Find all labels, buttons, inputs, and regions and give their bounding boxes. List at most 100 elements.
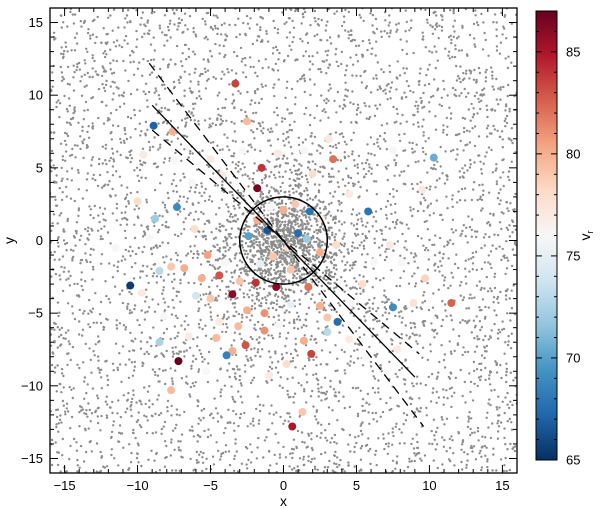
background-point — [270, 171, 273, 174]
background-point — [145, 288, 148, 291]
background-point — [96, 407, 100, 410]
background-point — [230, 190, 233, 194]
background-point — [426, 268, 430, 271]
background-point — [507, 406, 511, 410]
background-point — [201, 327, 204, 331]
background-point — [136, 452, 139, 456]
background-point — [351, 63, 355, 66]
background-point — [352, 361, 356, 364]
background-point — [467, 417, 471, 420]
background-point — [405, 223, 408, 226]
background-point — [407, 84, 410, 88]
background-point — [294, 9, 297, 13]
background-point — [104, 360, 107, 363]
background-point — [166, 25, 170, 29]
background-point — [279, 270, 282, 273]
background-point — [395, 222, 398, 226]
background-point — [488, 398, 491, 401]
background-point — [176, 28, 179, 31]
background-point — [167, 305, 170, 308]
background-point — [201, 456, 204, 459]
background-point — [259, 26, 262, 29]
background-point — [232, 469, 236, 472]
background-point — [364, 234, 367, 238]
background-point — [244, 75, 248, 79]
background-point — [226, 218, 229, 222]
background-point — [266, 381, 269, 384]
background-point — [177, 446, 180, 449]
background-point — [157, 394, 160, 397]
background-point — [240, 384, 243, 387]
background-point — [492, 296, 496, 299]
background-point — [482, 338, 485, 342]
background-point — [426, 171, 429, 174]
background-point — [140, 130, 143, 133]
background-point — [217, 294, 220, 298]
background-point — [86, 172, 90, 175]
background-point — [435, 199, 438, 202]
background-point — [161, 292, 164, 295]
background-point — [495, 45, 499, 48]
background-point — [132, 393, 135, 397]
background-point — [269, 144, 272, 147]
background-point — [251, 254, 254, 257]
background-point — [316, 51, 319, 54]
background-point — [324, 451, 327, 454]
background-point — [510, 127, 513, 130]
background-point — [221, 119, 224, 123]
background-point — [317, 238, 320, 241]
background-point — [204, 70, 207, 74]
background-point — [139, 276, 142, 279]
background-point — [166, 133, 169, 136]
background-point — [223, 133, 226, 136]
background-point — [506, 94, 509, 98]
background-point — [216, 285, 219, 288]
background-point — [122, 446, 125, 449]
background-point — [422, 209, 425, 213]
background-point — [352, 102, 355, 106]
background-point — [270, 404, 273, 407]
background-point — [60, 265, 63, 269]
background-point — [242, 194, 245, 198]
background-point — [290, 468, 294, 471]
background-point — [434, 448, 437, 451]
background-point — [477, 97, 480, 101]
background-point — [363, 239, 366, 242]
background-point — [117, 399, 120, 402]
background-point — [305, 373, 308, 376]
background-point — [100, 41, 103, 44]
background-point — [409, 206, 412, 209]
background-point — [292, 438, 296, 441]
background-point — [322, 308, 325, 312]
background-point — [473, 37, 476, 40]
background-point — [461, 468, 464, 471]
background-point — [218, 52, 221, 55]
background-point — [252, 246, 256, 249]
background-point — [396, 60, 399, 63]
background-point — [454, 229, 458, 232]
background-point — [242, 71, 245, 74]
background-point — [221, 148, 224, 151]
background-point — [105, 53, 108, 56]
background-point — [252, 364, 255, 367]
background-point — [162, 58, 165, 61]
background-point — [129, 92, 133, 96]
background-point — [507, 340, 510, 343]
background-point — [111, 29, 114, 32]
background-point — [261, 226, 264, 229]
background-point — [453, 55, 457, 59]
background-point — [271, 422, 274, 425]
background-point — [291, 152, 294, 155]
background-point — [508, 297, 511, 300]
background-point — [368, 309, 371, 313]
background-point — [130, 400, 133, 404]
background-point — [247, 282, 251, 285]
background-point — [374, 411, 378, 415]
background-point — [123, 229, 127, 233]
background-point — [289, 145, 293, 149]
background-point — [129, 191, 132, 195]
background-point — [295, 159, 298, 162]
background-point — [247, 185, 250, 188]
background-point — [478, 197, 482, 201]
background-point — [233, 200, 236, 203]
